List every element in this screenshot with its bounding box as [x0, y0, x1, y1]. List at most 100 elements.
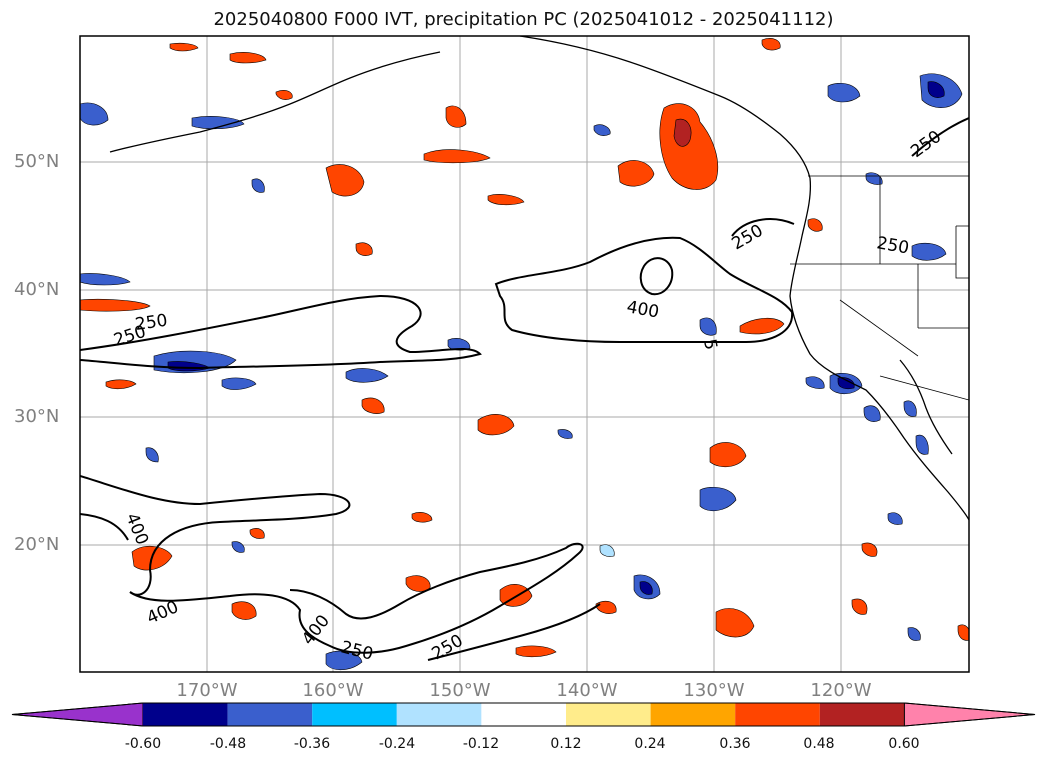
- colorbar-segment: [566, 703, 651, 726]
- precip-blob: [361, 397, 385, 414]
- precip-blob: [861, 542, 878, 557]
- precip-blob: [231, 601, 257, 620]
- ivt-contour-250: [80, 513, 129, 541]
- state-border: [839, 299, 919, 357]
- colorbar: [11, 702, 1036, 727]
- precip-blob: [80, 298, 151, 312]
- lat-label-50n: 50°N: [14, 151, 60, 172]
- precip-blob: [355, 242, 373, 256]
- colorbar-extend-max: [903, 702, 1036, 727]
- precip-blob: [599, 544, 615, 557]
- precip-blob: [827, 83, 861, 103]
- colorbar-segment: [227, 703, 313, 726]
- precip-blob: [837, 377, 855, 390]
- precip-blob: [617, 160, 655, 187]
- us-mexico-border: [879, 375, 969, 401]
- gridlines: [80, 36, 969, 672]
- precip-blob: [275, 90, 293, 100]
- precip-positive-regions: [80, 38, 969, 658]
- precip-blob: [887, 512, 903, 525]
- precip-blob: [699, 317, 717, 336]
- colorbar-segment: [735, 703, 820, 726]
- ivt-contour-400: [639, 257, 674, 296]
- lat-label-40n: 40°N: [14, 279, 60, 300]
- precip-blob: [447, 338, 471, 351]
- precip-blob: [251, 178, 265, 193]
- state-border: [955, 225, 969, 279]
- colorbar-tick-label: -0.24: [378, 736, 416, 752]
- precip-blob: [229, 52, 267, 64]
- colorbar-segment: [143, 703, 228, 726]
- colorbar-tick-label: 0.60: [888, 736, 920, 752]
- precip-blob: [411, 512, 433, 523]
- precip-blob: [957, 624, 969, 641]
- colorbar-segment: [396, 703, 482, 726]
- precip-blob: [715, 608, 755, 638]
- colorbar-tick-label: -0.36: [293, 736, 331, 752]
- colorbar-segment: [481, 703, 566, 726]
- alaska-coast: [519, 36, 811, 179]
- precip-blob: [145, 447, 159, 463]
- ivt-contour-250: [80, 475, 351, 596]
- precip-blob: [915, 434, 929, 455]
- precip-blob: [221, 377, 257, 390]
- precip-blob: [345, 368, 389, 383]
- colorbar-tick-label: 0.48: [803, 736, 835, 752]
- colorbar-tick-label: -0.12: [462, 736, 500, 752]
- precip-blob: [807, 218, 823, 232]
- precip-blob: [80, 273, 131, 286]
- precip-blob: [445, 105, 467, 128]
- precip-blob: [739, 317, 785, 335]
- lon-label-120w: 120°W: [810, 680, 872, 701]
- contour-label: 250: [134, 311, 169, 335]
- north-america-coast: [789, 177, 969, 521]
- precip-blob: [105, 379, 137, 390]
- colorbar-tick-label: -0.48: [209, 736, 247, 752]
- ivt-contour-250: [129, 542, 584, 654]
- ivt-contour-250: [731, 218, 795, 237]
- precip-blob: [639, 581, 653, 595]
- colorbar-outline: [11, 702, 1036, 727]
- colorbar-segment: [819, 703, 905, 726]
- precip-blob: [80, 102, 109, 126]
- precip-blob: [851, 598, 868, 615]
- precip-blob: [191, 116, 245, 130]
- ivt-contour-250: [80, 294, 482, 370]
- precip-blob: [231, 541, 245, 553]
- precip-blob: [761, 38, 781, 51]
- lon-label-130w: 130°W: [683, 680, 745, 701]
- precip-blob: [673, 118, 692, 147]
- colorbar-segment: [650, 703, 736, 726]
- precip-blob: [659, 103, 719, 190]
- precip-blob: [515, 645, 557, 658]
- colorbar-tick-label: 0.36: [719, 736, 751, 752]
- colorbar-extend-min: [11, 702, 144, 727]
- precip-blob: [699, 487, 737, 512]
- precip-blob: [477, 414, 515, 436]
- lon-label-160w: 160°W: [302, 680, 364, 701]
- lon-label-170w: 170°W: [176, 680, 238, 701]
- ivt-contour-250: [427, 603, 601, 661]
- map-frame: [79, 35, 970, 673]
- lon-label-140w: 140°W: [556, 680, 618, 701]
- colorbar-segment: [312, 703, 397, 726]
- baja-coast: [899, 359, 953, 455]
- lat-label-30n: 30°N: [14, 406, 60, 427]
- map-area: [80, 36, 969, 672]
- ivt-contour-250: [911, 117, 969, 157]
- precip-blob: [593, 124, 611, 136]
- aleutian-islands: [109, 51, 441, 153]
- colorbar-tick-label: 0.24: [634, 736, 666, 752]
- precip-blob: [595, 600, 617, 614]
- precip-blob: [249, 528, 265, 539]
- colorbar-tick-label: -0.60: [124, 736, 162, 752]
- precip-blob: [423, 149, 491, 164]
- precip-blob: [557, 429, 573, 439]
- precip-blob: [709, 442, 747, 468]
- precip-blob: [487, 194, 525, 206]
- precip-blob: [927, 81, 945, 98]
- colorbar-tick-label: 0.12: [550, 736, 582, 752]
- precip-blob: [169, 42, 199, 52]
- contour-label: 5: [699, 337, 721, 351]
